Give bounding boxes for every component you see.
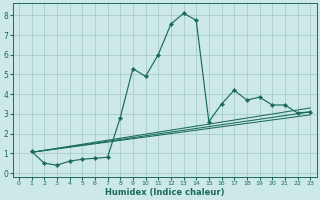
- X-axis label: Humidex (Indice chaleur): Humidex (Indice chaleur): [105, 188, 224, 197]
